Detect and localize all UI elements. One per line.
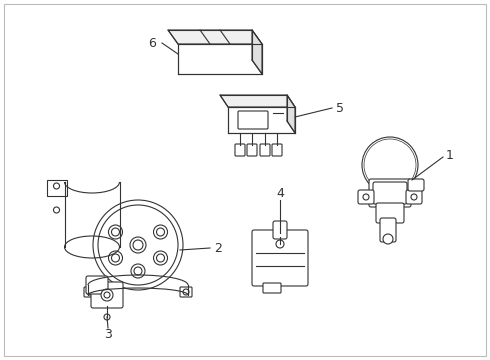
- Polygon shape: [228, 107, 295, 133]
- Text: 5: 5: [336, 102, 344, 114]
- FancyBboxPatch shape: [408, 179, 424, 191]
- Circle shape: [366, 141, 414, 189]
- FancyBboxPatch shape: [358, 190, 374, 204]
- Circle shape: [153, 251, 168, 265]
- Polygon shape: [168, 30, 262, 44]
- FancyBboxPatch shape: [84, 287, 96, 297]
- Text: 4: 4: [276, 186, 284, 199]
- Circle shape: [131, 264, 145, 278]
- FancyBboxPatch shape: [252, 230, 308, 286]
- Circle shape: [134, 267, 142, 275]
- Text: 2: 2: [214, 242, 222, 255]
- FancyBboxPatch shape: [369, 179, 411, 207]
- FancyBboxPatch shape: [406, 190, 422, 204]
- Circle shape: [130, 237, 146, 253]
- Circle shape: [104, 292, 110, 298]
- FancyBboxPatch shape: [238, 111, 268, 129]
- Circle shape: [53, 207, 59, 213]
- Circle shape: [93, 200, 183, 290]
- Text: 1: 1: [446, 149, 454, 162]
- Polygon shape: [220, 95, 295, 107]
- Circle shape: [383, 234, 393, 244]
- FancyBboxPatch shape: [380, 218, 396, 242]
- Circle shape: [364, 139, 416, 191]
- Text: 3: 3: [104, 328, 112, 342]
- FancyBboxPatch shape: [373, 182, 407, 204]
- Circle shape: [276, 240, 284, 248]
- Circle shape: [153, 225, 168, 239]
- FancyBboxPatch shape: [86, 276, 108, 294]
- Circle shape: [98, 205, 178, 285]
- FancyBboxPatch shape: [235, 144, 245, 156]
- Circle shape: [104, 314, 110, 320]
- Circle shape: [156, 228, 165, 236]
- FancyBboxPatch shape: [263, 283, 281, 293]
- Circle shape: [368, 143, 412, 187]
- Circle shape: [108, 225, 122, 239]
- FancyBboxPatch shape: [180, 287, 192, 297]
- FancyBboxPatch shape: [260, 144, 270, 156]
- Circle shape: [53, 183, 59, 189]
- FancyBboxPatch shape: [91, 282, 123, 308]
- Polygon shape: [287, 95, 295, 133]
- FancyBboxPatch shape: [247, 144, 257, 156]
- Circle shape: [133, 240, 143, 250]
- Circle shape: [156, 254, 165, 262]
- Circle shape: [112, 228, 120, 236]
- Circle shape: [87, 289, 93, 295]
- FancyBboxPatch shape: [273, 221, 287, 239]
- Polygon shape: [178, 44, 262, 74]
- Polygon shape: [47, 180, 67, 196]
- Circle shape: [108, 251, 122, 265]
- Circle shape: [183, 289, 189, 295]
- Circle shape: [411, 194, 417, 200]
- Text: 6: 6: [148, 36, 156, 50]
- Polygon shape: [252, 30, 262, 74]
- Circle shape: [112, 254, 120, 262]
- Circle shape: [363, 194, 369, 200]
- Circle shape: [382, 157, 398, 173]
- Circle shape: [101, 289, 113, 301]
- FancyBboxPatch shape: [376, 203, 404, 223]
- Circle shape: [362, 137, 418, 193]
- FancyBboxPatch shape: [272, 144, 282, 156]
